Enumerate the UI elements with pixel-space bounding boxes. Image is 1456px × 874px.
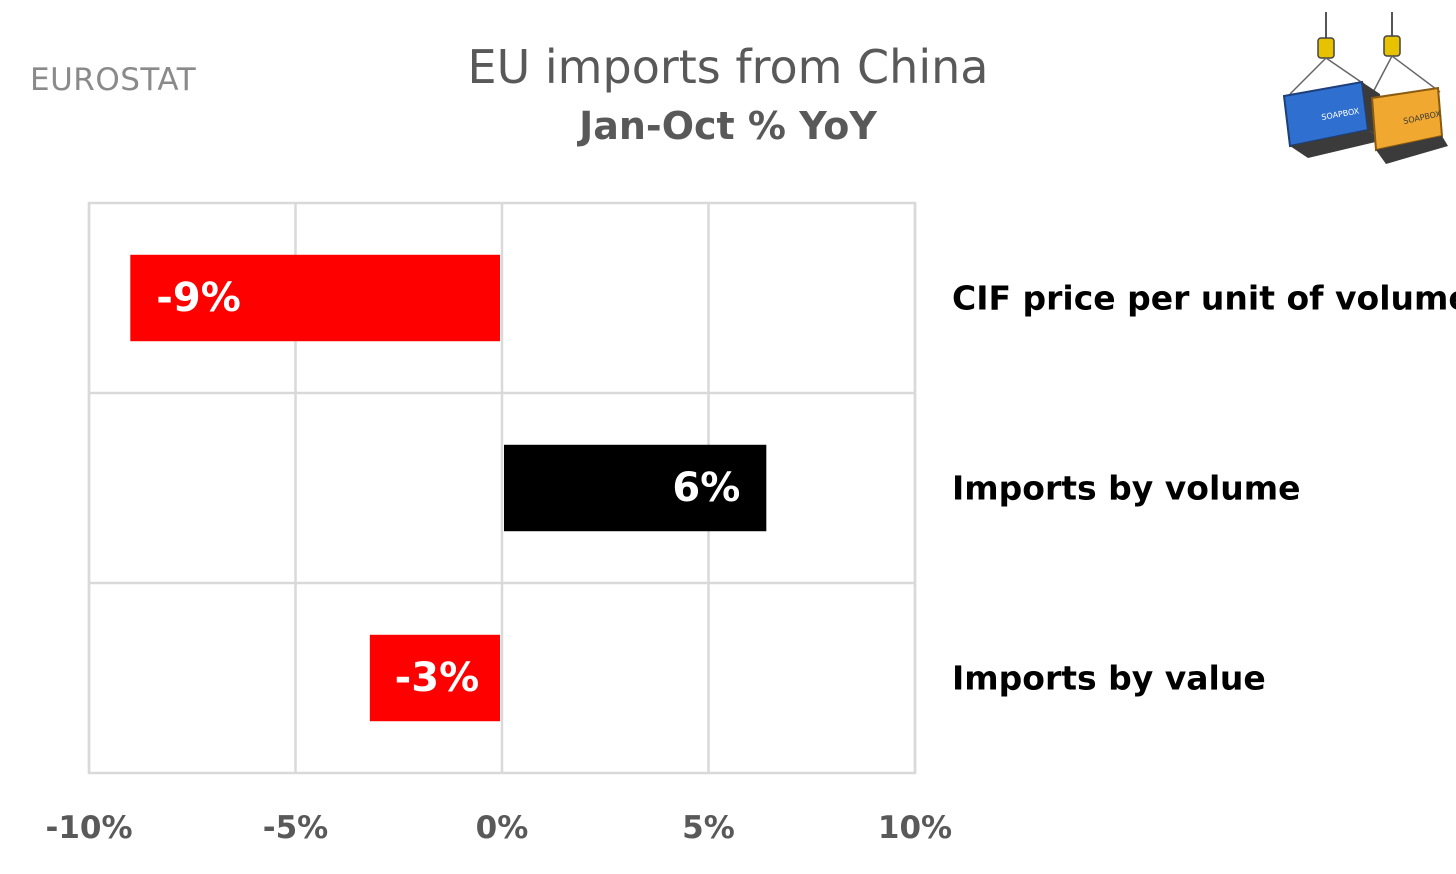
x-tick-label: -5% [263, 810, 329, 846]
bar [369, 634, 500, 722]
data-label: -9% [156, 275, 241, 321]
chart-title: EU imports from China [467, 40, 989, 94]
data-label: 6% [672, 465, 740, 511]
category-label: Imports by value [952, 659, 1266, 698]
bar [504, 444, 767, 532]
shipping-containers-logo-icon: SOAPBOX SOAPBOX [1282, 12, 1448, 164]
chart-subtitle: Jan-Oct % YoY [579, 104, 877, 148]
x-tick-label: 5% [682, 810, 735, 846]
x-tick-label: 10% [878, 810, 952, 846]
x-tick-label: -10% [45, 810, 132, 846]
bar [130, 254, 501, 342]
category-label: CIF price per unit of volume [952, 279, 1456, 318]
category-label: Imports by volume [952, 469, 1301, 508]
x-tick-label: 0% [476, 810, 529, 846]
chart-data-labels: -9% 6% -3% [156, 275, 740, 701]
chart-bars [130, 254, 767, 722]
source-label: EUROSTAT [30, 62, 197, 98]
category-labels: CIF price per unit of volume Imports by v… [952, 279, 1456, 698]
data-label: -3% [395, 655, 480, 701]
x-axis-ticks: -10% -5% 0% 5% 10% [45, 810, 952, 846]
chart-grid [87, 201, 917, 775]
